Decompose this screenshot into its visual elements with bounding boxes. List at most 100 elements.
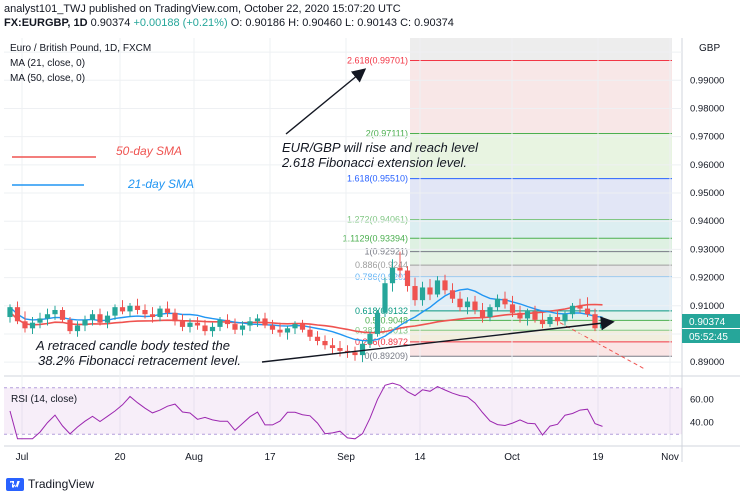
- candle: [494, 298, 501, 308]
- candle: [502, 298, 508, 305]
- candle: [217, 319, 223, 327]
- fib-level-label: 1(0.92921): [364, 247, 408, 257]
- fib-level-label: 0.618(0.9132: [355, 306, 408, 316]
- candle: [509, 304, 516, 313]
- candle: [262, 318, 268, 326]
- current-price-label: 0.90374: [689, 317, 726, 328]
- price-tick-label: 0.92000: [690, 273, 724, 284]
- time-tick-label: Jul: [16, 452, 29, 463]
- price-change: +0.00188 (+0.21%): [133, 17, 228, 29]
- symbol-label[interactable]: FX:EURGBP, 1D: [4, 17, 88, 29]
- fib-top-zone: [410, 38, 672, 61]
- candle: [382, 283, 388, 313]
- countdown-tag: [682, 329, 740, 343]
- fib-level-label: 0.786(0.9202: [355, 272, 408, 282]
- candle: [464, 301, 471, 308]
- fib-zone: [410, 341, 672, 357]
- rsi-legend[interactable]: RSI (14, close): [11, 394, 77, 405]
- rsi-tick-label: 60.00: [690, 394, 714, 405]
- fib-zone: [410, 265, 672, 278]
- candle: [284, 328, 291, 333]
- candle: [457, 298, 463, 308]
- candle: [374, 312, 381, 334]
- fib-level-label: 2(0.97111): [366, 129, 408, 139]
- price-tick-label: 0.97000: [690, 132, 724, 143]
- time-tick-label: Nov: [661, 452, 679, 463]
- candle: [14, 307, 21, 322]
- candle: [202, 325, 208, 332]
- candle-series: [7, 251, 606, 363]
- candle: [434, 280, 441, 295]
- fib-level-label: 0.236(0.8972: [355, 337, 408, 347]
- ohlc-line: FX:EURGBP, 1D 0.90374 +0.00188 (+0.21%) …: [4, 16, 740, 30]
- rsi-band: [4, 387, 682, 435]
- time-tick-label: 19: [592, 452, 604, 463]
- price-tick-label: 0.94000: [690, 216, 724, 227]
- candle: [412, 286, 418, 301]
- candle: [82, 319, 88, 326]
- price-tick-label: 0.89000: [690, 357, 724, 368]
- candle: [157, 308, 163, 318]
- candle: [134, 305, 141, 310]
- annotation-arrow-lower: [261, 316, 615, 363]
- candle: [479, 309, 486, 318]
- last-price: 0.90374: [90, 17, 131, 29]
- candle: [487, 307, 493, 318]
- ma21-legend[interactable]: MA (21, close, 0): [10, 58, 85, 69]
- candle: [277, 329, 283, 333]
- candle: [52, 309, 58, 315]
- candle: [539, 319, 546, 325]
- candle: [172, 312, 178, 322]
- annotation-lower-line1: A retraced candle body tested the: [35, 338, 230, 353]
- fib-zone: [410, 320, 672, 331]
- candle: [472, 301, 478, 310]
- candle: [224, 319, 231, 325]
- candle: [419, 287, 426, 301]
- candle: [97, 314, 103, 323]
- candle: [119, 307, 126, 312]
- candle: [367, 333, 373, 344]
- candle: [104, 315, 111, 323]
- candle: [427, 287, 433, 295]
- candle: [74, 325, 81, 332]
- candle: [67, 319, 73, 332]
- candle: [389, 267, 396, 284]
- ma50-legend[interactable]: MA (50, close, 0): [10, 73, 85, 84]
- candle: [239, 325, 246, 330]
- candle: [517, 312, 523, 319]
- tradingview-brand[interactable]: TradingView: [6, 477, 94, 491]
- fib-zone: [410, 310, 672, 321]
- publish-info: analyst101_TWJ published on TradingView.…: [4, 3, 401, 15]
- fib-level-label: 2.618(0.99701): [347, 56, 408, 66]
- candle: [404, 270, 411, 287]
- chart-canvas[interactable]: 0(0.89209) 0.236(0.8972 0.382(0.90130.5(0.…: [0, 0, 740, 472]
- candle: [22, 321, 28, 329]
- candle: [299, 324, 306, 330]
- fib-trend-line[interactable]: [559, 322, 646, 370]
- time-axis[interactable]: Jul 20 Aug 17 Sep 14 Oct 19 Nov: [4, 445, 740, 463]
- price-tick-label: 0.91000: [690, 301, 724, 312]
- footer: TradingView: [0, 472, 740, 497]
- price-tick-label: 0.99000: [690, 75, 724, 86]
- fib-zone: [410, 330, 672, 342]
- tradingview-logo-icon: [6, 477, 24, 491]
- time-tick-label: 20: [114, 452, 126, 463]
- instrument-legend: Euro / British Pound, 1D, FXCM: [10, 43, 151, 54]
- brand-label: TradingView: [28, 477, 95, 491]
- candle: [269, 325, 276, 330]
- candle: [397, 267, 403, 271]
- candle: [524, 311, 531, 319]
- rsi-pane: 40.00 60.00: [4, 382, 714, 440]
- candle: [247, 321, 253, 326]
- annotation-upper-line2: 2.618 Fibonacci extension level.: [281, 155, 467, 170]
- fib-level-label: 0(0.89209): [364, 351, 408, 361]
- candle: [254, 318, 261, 322]
- countdown-label: 05:52:45: [689, 332, 728, 343]
- candle: [449, 290, 456, 299]
- fibonacci-extension-tool[interactable]: 0(0.89209) 0.236(0.8972 0.382(0.90130.5(0.…: [343, 38, 672, 370]
- candle: [329, 345, 336, 349]
- price-tick-label: 0.98000: [690, 103, 724, 114]
- candle: [442, 280, 448, 291]
- candle: [37, 318, 43, 323]
- candle: [44, 314, 51, 319]
